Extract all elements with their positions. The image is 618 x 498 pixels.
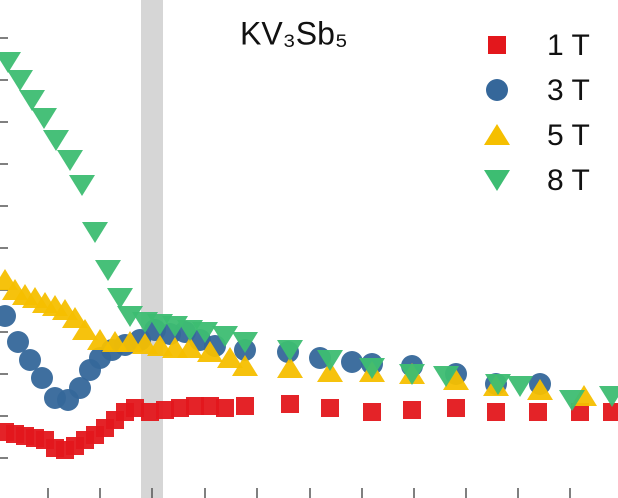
series [0, 52, 618, 411]
data-point [197, 341, 223, 362]
data-point [603, 403, 618, 421]
data-point [201, 397, 219, 415]
data-point [433, 366, 459, 387]
data-point [19, 90, 45, 111]
data-point [126, 399, 144, 417]
data-point [571, 403, 589, 421]
data-point [57, 150, 83, 171]
legend-marker [484, 170, 510, 191]
data-point [277, 340, 303, 361]
data-point [487, 403, 505, 421]
chart-title: KV₃Sb₅ [240, 15, 348, 51]
data-point [141, 403, 159, 421]
data-point [69, 175, 95, 196]
legend-label: 1 T [547, 29, 590, 62]
data-point [317, 361, 343, 382]
data-point [447, 399, 465, 417]
data-point [281, 395, 299, 413]
data-point [0, 52, 21, 73]
data-point [19, 349, 41, 371]
data-point [62, 307, 88, 328]
data-point [216, 399, 234, 417]
data-point [341, 351, 363, 373]
data-point [69, 377, 91, 399]
data-point [186, 397, 204, 415]
data-point [7, 331, 29, 353]
legend-label: 3 T [547, 74, 590, 107]
data-point [217, 347, 243, 368]
data-point [171, 399, 189, 417]
data-point [359, 358, 385, 379]
data-point [95, 260, 121, 281]
data-point [399, 364, 425, 385]
data-point [507, 376, 533, 397]
data-point [107, 288, 133, 309]
data-point [31, 367, 53, 389]
data-point [43, 130, 69, 151]
data-point [232, 332, 258, 353]
data-point [321, 399, 339, 417]
legend-label: 5 T [547, 119, 590, 152]
data-point [117, 306, 143, 327]
data-point [212, 326, 238, 347]
shaded-region [141, 0, 163, 498]
data-point [485, 374, 511, 395]
data-point [277, 357, 303, 378]
data-point [443, 369, 469, 390]
data-point [7, 70, 33, 91]
legend-marker [484, 124, 510, 145]
data-point [0, 305, 16, 327]
data-point [177, 337, 203, 358]
data-point [72, 319, 98, 340]
data-point [529, 403, 547, 421]
data-point [31, 108, 57, 129]
data-point [82, 222, 108, 243]
legend-marker [488, 36, 506, 54]
legend-label: 8 T [547, 164, 590, 197]
data-point [527, 379, 553, 400]
data-point [236, 397, 254, 415]
data-point [403, 401, 421, 419]
series [0, 395, 618, 459]
data-point [363, 403, 381, 421]
legend-marker [486, 79, 508, 101]
data-point [156, 401, 174, 419]
data-point [559, 390, 585, 411]
data-point [317, 350, 343, 371]
data-point [192, 322, 218, 343]
data-point [599, 386, 618, 407]
data-point [232, 355, 258, 376]
